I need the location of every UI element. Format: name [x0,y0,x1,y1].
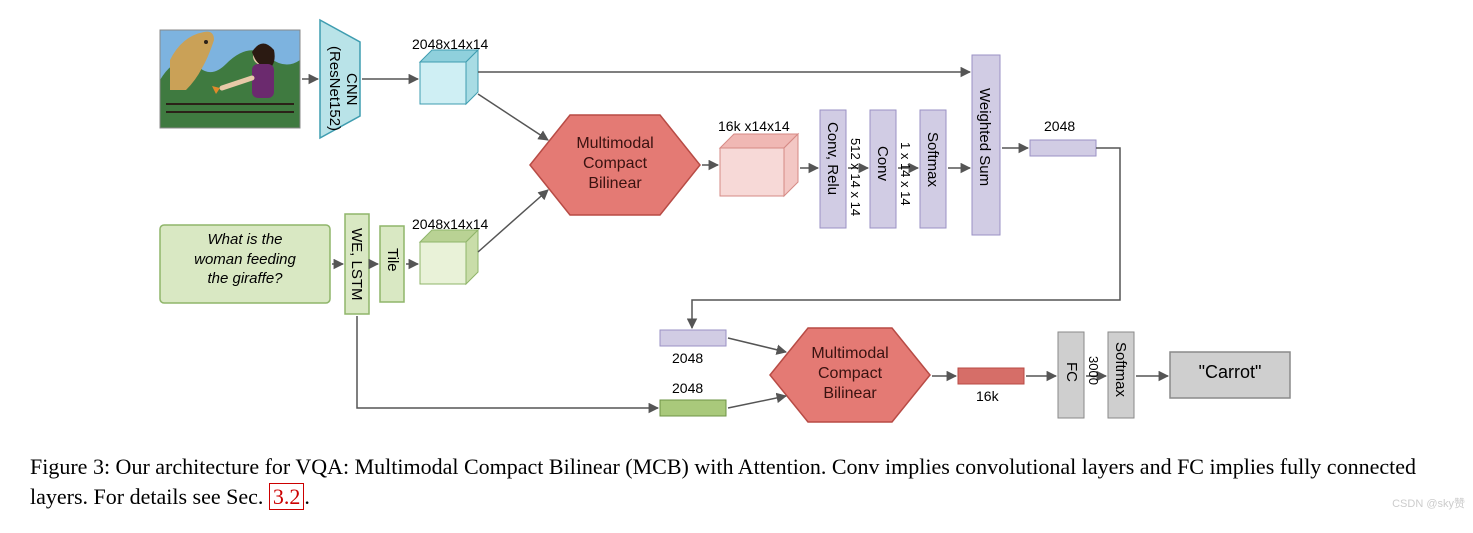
figure-caption: Figure 3: Our architecture for VQA: Mult… [30,452,1440,511]
conv1-dim-label: 512 x 14 x 14 [848,138,863,216]
conv2-dim-label: 1 x 14 x 14 [898,142,913,206]
wsum-label: Weighted Sum [976,88,993,186]
mcb2-label: Multimodal Compact Bilinear [790,344,910,404]
mcb1-dim-label: 16k x14x14 [718,118,790,134]
image-vec-bar [660,330,726,346]
softmax2-label: Softmax [1112,342,1129,397]
fc-out-label: 3000 [1086,356,1101,385]
cnn-label: CNN (ResNet152) [326,44,360,134]
caption-prefix: Figure 3: Our architecture for VQA: Mult… [30,454,1416,509]
mcb2-out-label: 16k [976,388,999,404]
question-vec-bar [660,400,726,416]
caption-ref-link[interactable]: 3.2 [269,483,305,510]
conv-relu-label: Conv, Relu [824,122,841,195]
tile-dim-label: 2048x14x14 [412,216,488,232]
caption-suffix: . [304,484,310,509]
img-vec-label: 2048 [672,350,703,366]
tile-output-cube [420,230,478,284]
q-vec-label: 2048 [672,380,703,396]
watermark: CSDN @sky赞 [1392,495,1465,511]
fc-label: FC [1063,362,1080,382]
cnn-output-cube [420,50,478,104]
question-text: What is the woman feeding the giraffe? [166,230,324,289]
mcb1-output-cube [720,134,798,196]
att-out-label: 2048 [1044,118,1075,134]
we-lstm-label: WE, LSTM [348,228,365,301]
mcb1-label: Multimodal Compact Bilinear [552,134,678,194]
softmax-label: Softmax [924,132,941,187]
mcb2-output-bar [958,368,1024,384]
attention-output-bar [1030,140,1096,156]
cnn-dim-label: 2048x14x14 [412,36,488,52]
conv-label: Conv [874,146,891,181]
answer-text: "Carrot" [1176,362,1284,383]
input-image [160,30,300,128]
tile-label: Tile [384,248,401,272]
